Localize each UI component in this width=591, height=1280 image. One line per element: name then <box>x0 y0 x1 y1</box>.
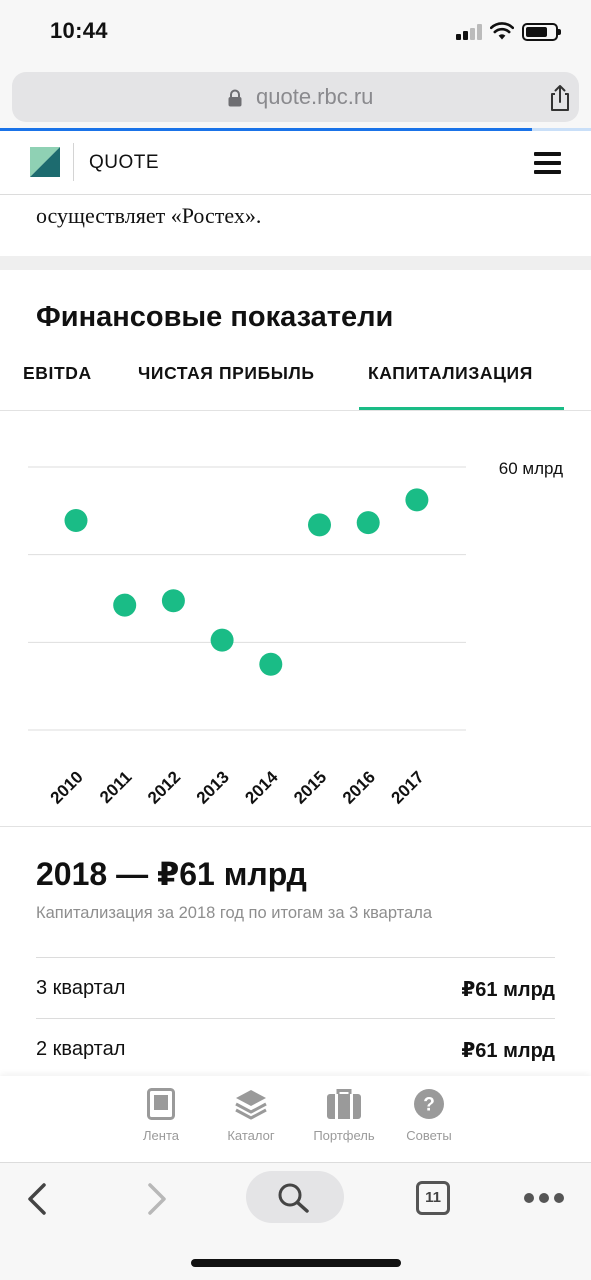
x-axis-tick-label: 2016 <box>339 767 379 807</box>
browser-url-area: quote.rbc.ru <box>0 64 591 130</box>
x-axis-tick-label: 2017 <box>388 767 428 807</box>
lock-icon <box>228 89 242 107</box>
brand-name[interactable]: QUOTE <box>89 152 160 173</box>
page-load-progress-track <box>531 128 591 131</box>
tabs-divider <box>0 410 591 411</box>
chart-point <box>356 511 380 535</box>
quarter-row-value: ₽61 млрд <box>461 979 555 1001</box>
nav-item-catalog[interactable]: Каталог <box>206 1088 296 1143</box>
svg-text:?: ? <box>423 1095 435 1116</box>
nav-label-tips: Советы <box>406 1128 452 1143</box>
x-axis-tick-label: 2015 <box>290 767 330 807</box>
article-text-fragment: осуществляет «Ростех». <box>36 203 262 228</box>
battery-icon <box>522 23 561 41</box>
chart-point <box>259 652 283 676</box>
portfolio-briefcase-icon <box>327 1089 361 1119</box>
x-axis-tick-label: 2010 <box>47 767 87 807</box>
feed-icon <box>147 1088 175 1120</box>
capitalization-subtitle: Капитализация за 2018 год по итогам за 3… <box>36 904 433 922</box>
logo-divider <box>73 143 74 181</box>
chart-point <box>161 589 185 613</box>
x-axis-tick-label: 2011 <box>96 767 136 807</box>
active-tab-indicator <box>359 407 564 411</box>
url-text: quote.rbc.ru <box>256 84 374 109</box>
chart-divider <box>0 826 591 827</box>
quarter-row-label: 2 квартал <box>36 1038 126 1060</box>
x-axis-tick-label: 2013 <box>193 767 233 807</box>
capitalization-chart: 60 млрд 2010 2011 2012 2013 2014 2015 2016 2017 <box>28 459 563 808</box>
nav-item-feed[interactable]: Лента <box>116 1088 206 1143</box>
nav-label-catalog: Каталог <box>227 1128 275 1143</box>
nav-item-tips[interactable]: ? Советы <box>384 1088 474 1143</box>
status-time: 10:44 <box>50 18 108 43</box>
forward-arrow-icon[interactable] <box>142 1181 170 1217</box>
row-divider <box>36 957 555 958</box>
catalog-layers-icon <box>235 1090 267 1120</box>
x-axis-tick-label: 2012 <box>144 767 184 807</box>
cellular-signal-icon <box>456 24 484 40</box>
back-arrow-icon[interactable] <box>24 1181 52 1217</box>
help-icon: ? <box>414 1089 444 1119</box>
y-axis-tick-label: 60 млрд <box>499 459 563 478</box>
tab-net-profit[interactable]: ЧИСТАЯ ПРИБЫЛЬ <box>138 363 315 383</box>
financials-title: Финансовые показатели <box>36 301 394 333</box>
nav-label-portfolio: Портфель <box>313 1128 375 1143</box>
chart-point <box>113 593 137 617</box>
search-button[interactable] <box>246 1171 344 1223</box>
home-indicator[interactable] <box>191 1259 401 1267</box>
more-options-icon[interactable] <box>524 1193 564 1203</box>
nav-label-feed: Лента <box>143 1128 179 1143</box>
site-header: QUOTE <box>0 131 591 195</box>
chart-point <box>210 628 234 652</box>
section-separator <box>0 256 591 270</box>
page-load-progress-bar <box>0 128 532 131</box>
tabs-count-button[interactable]: 11 <box>416 1181 450 1215</box>
tab-ebitda[interactable]: EBITDA <box>23 363 92 383</box>
battery-level <box>526 27 547 37</box>
chart-point <box>64 508 88 532</box>
quarter-row-value: ₽61 млрд <box>461 1040 555 1062</box>
chart-point <box>308 513 331 537</box>
app-bottom-nav: Лента Каталог Портфель ? Советы <box>0 1076 591 1162</box>
address-bar[interactable]: quote.rbc.ru <box>12 72 579 122</box>
quote-logo[interactable] <box>30 147 60 177</box>
capitalization-heading: 2018 — ₽61 млрд <box>36 856 307 892</box>
x-axis-tick-label: 2014 <box>241 767 282 808</box>
hamburger-menu-icon[interactable] <box>534 152 561 174</box>
tab-capitalization[interactable]: КАПИТАЛИЗАЦИЯ <box>368 363 533 383</box>
chart-point <box>405 488 429 512</box>
status-bar: 10:44 <box>0 0 591 64</box>
quarter-row-label: 3 квартал <box>36 977 126 999</box>
search-icon <box>278 1183 309 1213</box>
nav-item-portfolio[interactable]: Портфель <box>299 1088 389 1143</box>
row-divider <box>36 1018 555 1019</box>
share-icon[interactable] <box>546 84 574 112</box>
wifi-icon <box>490 22 514 40</box>
